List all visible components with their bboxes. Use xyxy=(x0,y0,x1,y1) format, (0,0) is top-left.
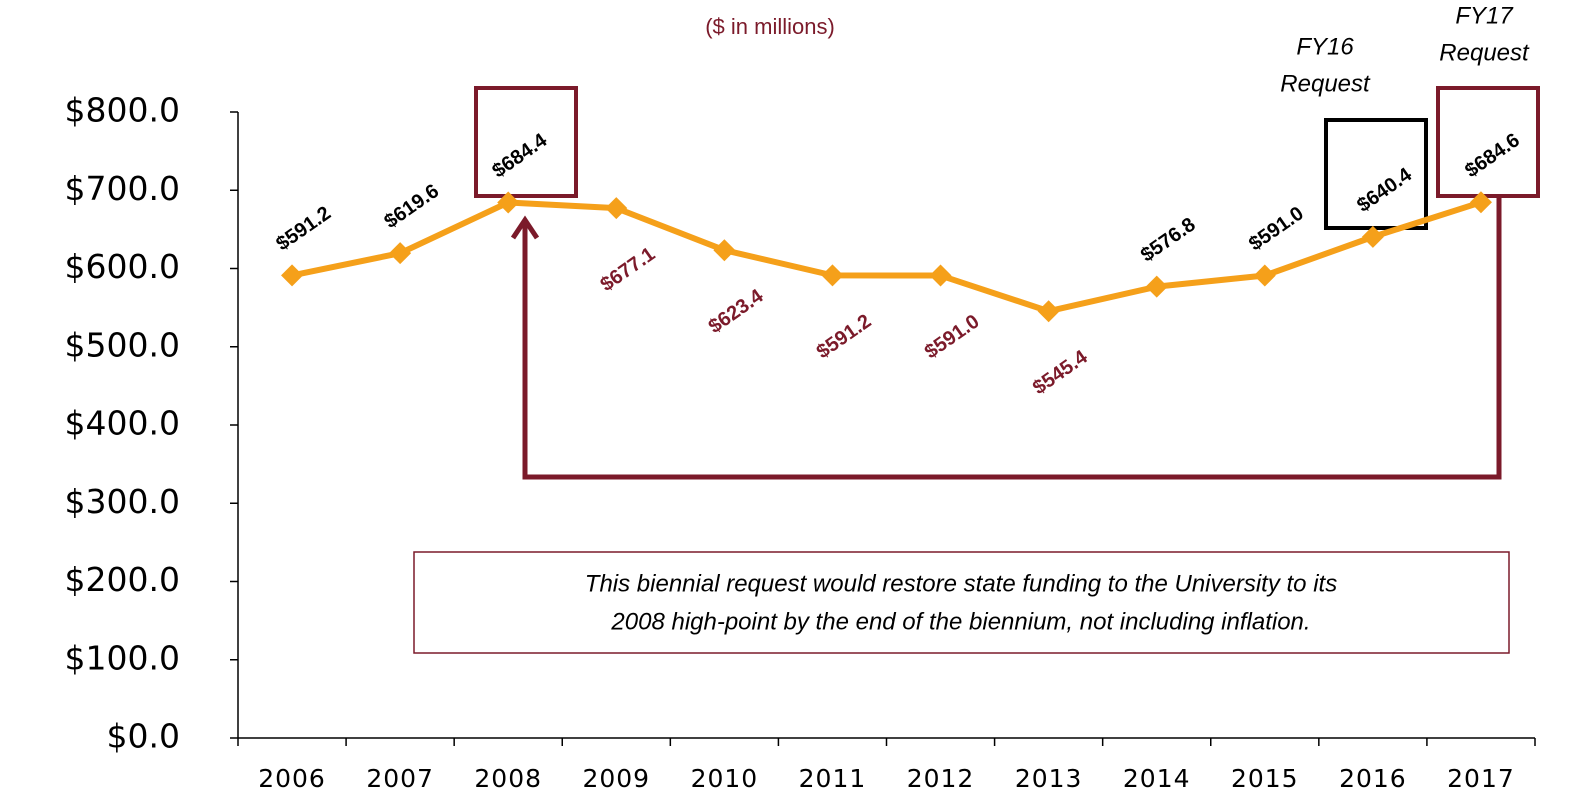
x-tick-label: 2017 xyxy=(1447,764,1515,793)
annotation: Request xyxy=(1439,39,1530,66)
data-point xyxy=(605,197,628,220)
data-point xyxy=(1361,225,1384,248)
x-tick-label: 2006 xyxy=(258,764,326,793)
y-tick-label: $300.0 xyxy=(65,482,180,521)
data-point xyxy=(821,264,844,287)
callout-text: This biennial request would restore stat… xyxy=(585,570,1337,597)
x-tick-label: 2014 xyxy=(1123,764,1191,793)
callout-box xyxy=(413,551,1510,654)
x-tick-label: 2010 xyxy=(691,764,759,793)
arrow xyxy=(522,196,1502,480)
x-tick-label: 2013 xyxy=(1015,764,1083,793)
x-tick-label: 2009 xyxy=(582,764,650,793)
data-point xyxy=(929,264,952,287)
data-point xyxy=(389,242,412,265)
y-tick-label: $500.0 xyxy=(65,325,180,364)
annotation: Request xyxy=(1280,70,1371,97)
y-tick-label: $600.0 xyxy=(65,247,180,286)
x-tick-label: 2016 xyxy=(1339,764,1407,793)
y-tick-label: $200.0 xyxy=(65,560,180,599)
y-tick-label: $0.0 xyxy=(107,717,180,756)
data-point xyxy=(1037,300,1060,323)
arrow-head xyxy=(510,215,540,240)
y-tick-label: $100.0 xyxy=(65,638,180,677)
data-label: $619.6 xyxy=(380,180,443,233)
data-label: $591.0 xyxy=(1245,202,1308,255)
data-point xyxy=(281,264,304,287)
annotation: FY16 xyxy=(1296,33,1354,60)
highlight-box xyxy=(474,86,578,198)
data-label: $591.0 xyxy=(921,310,984,363)
y-tick-label: $800.0 xyxy=(65,91,180,130)
data-point xyxy=(1469,191,1492,214)
data-point xyxy=(497,191,520,214)
callout-text: 2008 high-point by the end of the bienni… xyxy=(610,608,1310,635)
data-line xyxy=(291,199,1482,315)
y-tick-label: $400.0 xyxy=(65,404,180,443)
data-label: $623.4 xyxy=(705,285,768,339)
annotation: FY17 xyxy=(1455,2,1514,29)
y-tick-label: $700.0 xyxy=(65,169,180,208)
data-label: $591.2 xyxy=(272,202,335,255)
x-tick-label: 2011 xyxy=(799,764,867,793)
chart-subtitle: ($ in millions) xyxy=(705,14,835,39)
data-label: $640.4 xyxy=(1353,163,1416,217)
data-label: $545.4 xyxy=(1029,346,1092,400)
data-label: $684.6 xyxy=(1461,129,1524,182)
x-tick-label: 2015 xyxy=(1231,764,1299,793)
x-tick-label: 2008 xyxy=(474,764,542,793)
data-label: $591.2 xyxy=(813,310,876,363)
highlight-box xyxy=(1436,86,1540,198)
x-tick-label: 2007 xyxy=(366,764,434,793)
data-label: $684.4 xyxy=(488,129,551,183)
data-point xyxy=(1145,275,1168,298)
data-point xyxy=(713,239,736,262)
data-label: $677.1 xyxy=(597,243,660,296)
data-point xyxy=(1253,264,1276,287)
data-label: $576.8 xyxy=(1137,214,1200,267)
x-tick-label: 2012 xyxy=(907,764,975,793)
highlight-box xyxy=(1324,118,1428,230)
